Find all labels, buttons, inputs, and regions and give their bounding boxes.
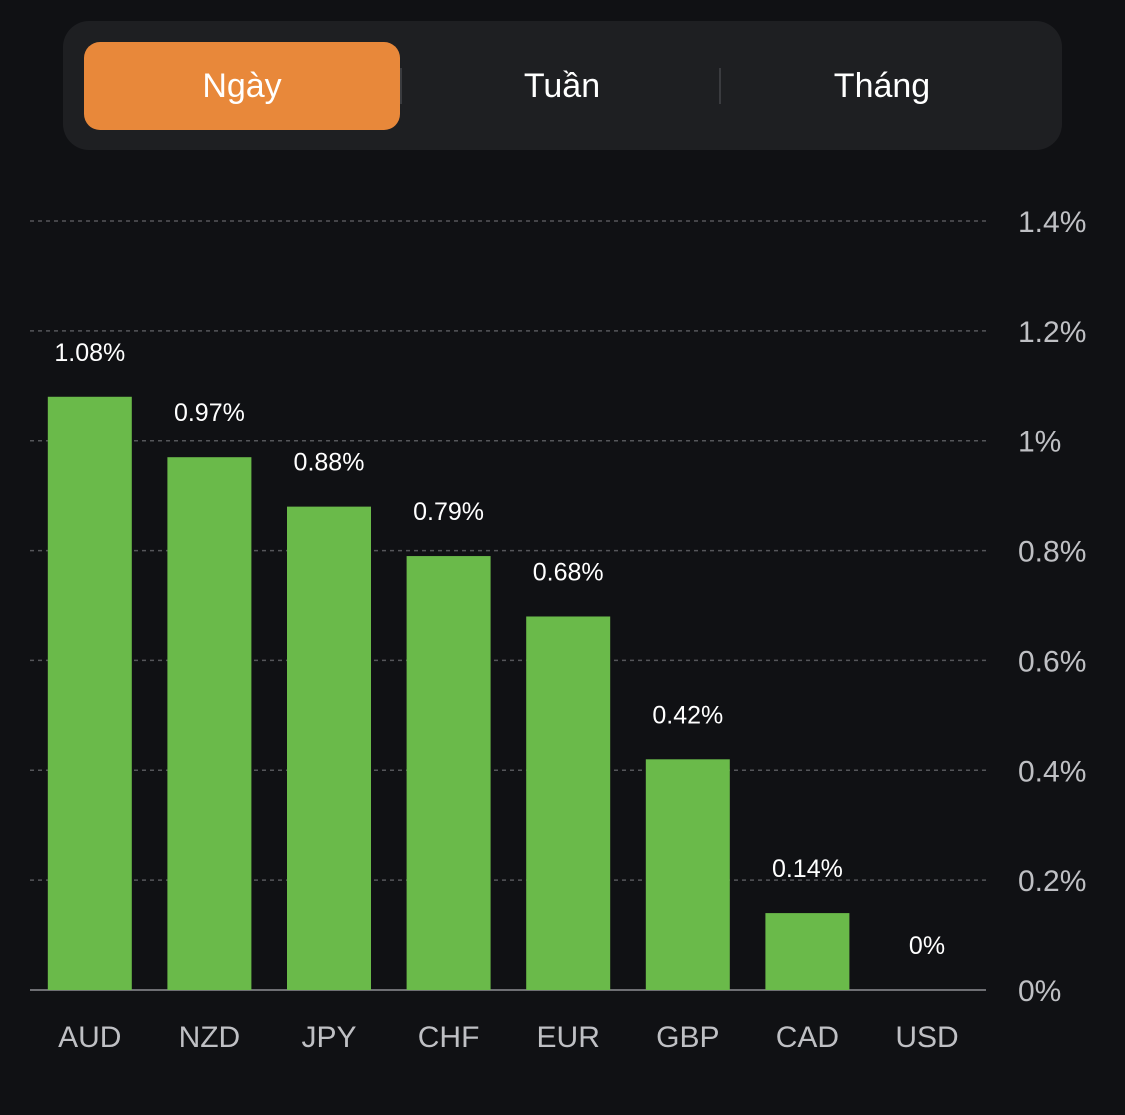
value-labels: 1.08% 0.97% 0.88% 0.79% 0.68% 0.42% 0.14% 0% bbox=[54, 339, 945, 960]
tab-day[interactable]: Ngày bbox=[84, 42, 400, 130]
x-tick-label-gbp: GBP bbox=[656, 1021, 719, 1054]
x-tick-label-nzd: NZD bbox=[179, 1021, 241, 1054]
bar-chf bbox=[406, 556, 491, 990]
bar-gbp bbox=[645, 759, 730, 990]
value-label-cad: 0.14% bbox=[772, 855, 843, 883]
y-axis-tick-labels: 0% 0.2% 0.4% 0.6% 0.8% 1% 1.2% 1.4% bbox=[1018, 206, 1086, 1008]
y-tick-label: 0.6% bbox=[1018, 645, 1086, 678]
y-tick-label: 0.2% bbox=[1018, 865, 1086, 898]
tab-week[interactable]: Tuần bbox=[523, 66, 601, 105]
x-tick-label-eur: EUR bbox=[537, 1021, 600, 1054]
tab-divider bbox=[719, 68, 721, 104]
bar-cad bbox=[765, 913, 850, 990]
period-segmented-control: Ngày Tuần Tháng bbox=[63, 21, 1062, 150]
value-label-nzd: 0.97% bbox=[174, 399, 245, 427]
x-tick-label-cad: CAD bbox=[776, 1021, 839, 1054]
bars bbox=[47, 396, 850, 990]
bar-aud bbox=[47, 396, 132, 990]
bar-jpy bbox=[287, 506, 371, 990]
value-label-eur: 0.68% bbox=[533, 558, 604, 586]
tab-divider bbox=[400, 68, 402, 104]
y-tick-label: 1.4% bbox=[1018, 206, 1086, 239]
value-label-chf: 0.79% bbox=[413, 498, 484, 526]
x-tick-label-jpy: JPY bbox=[301, 1021, 356, 1054]
y-tick-label: 1.2% bbox=[1018, 316, 1086, 349]
value-label-usd: 0% bbox=[909, 932, 945, 960]
tab-month[interactable]: Tháng bbox=[833, 66, 931, 105]
value-label-gbp: 0.42% bbox=[652, 701, 723, 729]
x-tick-label-chf: CHF bbox=[418, 1021, 480, 1054]
x-axis-tick-labels: AUD NZD JPY CHF EUR GBP CAD USD bbox=[58, 1021, 959, 1054]
y-tick-label: 0.4% bbox=[1018, 755, 1086, 788]
bar-nzd bbox=[167, 457, 252, 990]
x-tick-label-usd: USD bbox=[895, 1021, 958, 1054]
y-tick-label: 1% bbox=[1018, 426, 1061, 459]
value-label-aud: 1.08% bbox=[54, 339, 125, 367]
y-tick-label: 0.8% bbox=[1018, 536, 1086, 569]
y-tick-label: 0% bbox=[1018, 975, 1061, 1008]
value-label-jpy: 0.88% bbox=[294, 449, 365, 477]
bar-eur bbox=[526, 616, 611, 990]
x-tick-label-aud: AUD bbox=[58, 1021, 121, 1054]
